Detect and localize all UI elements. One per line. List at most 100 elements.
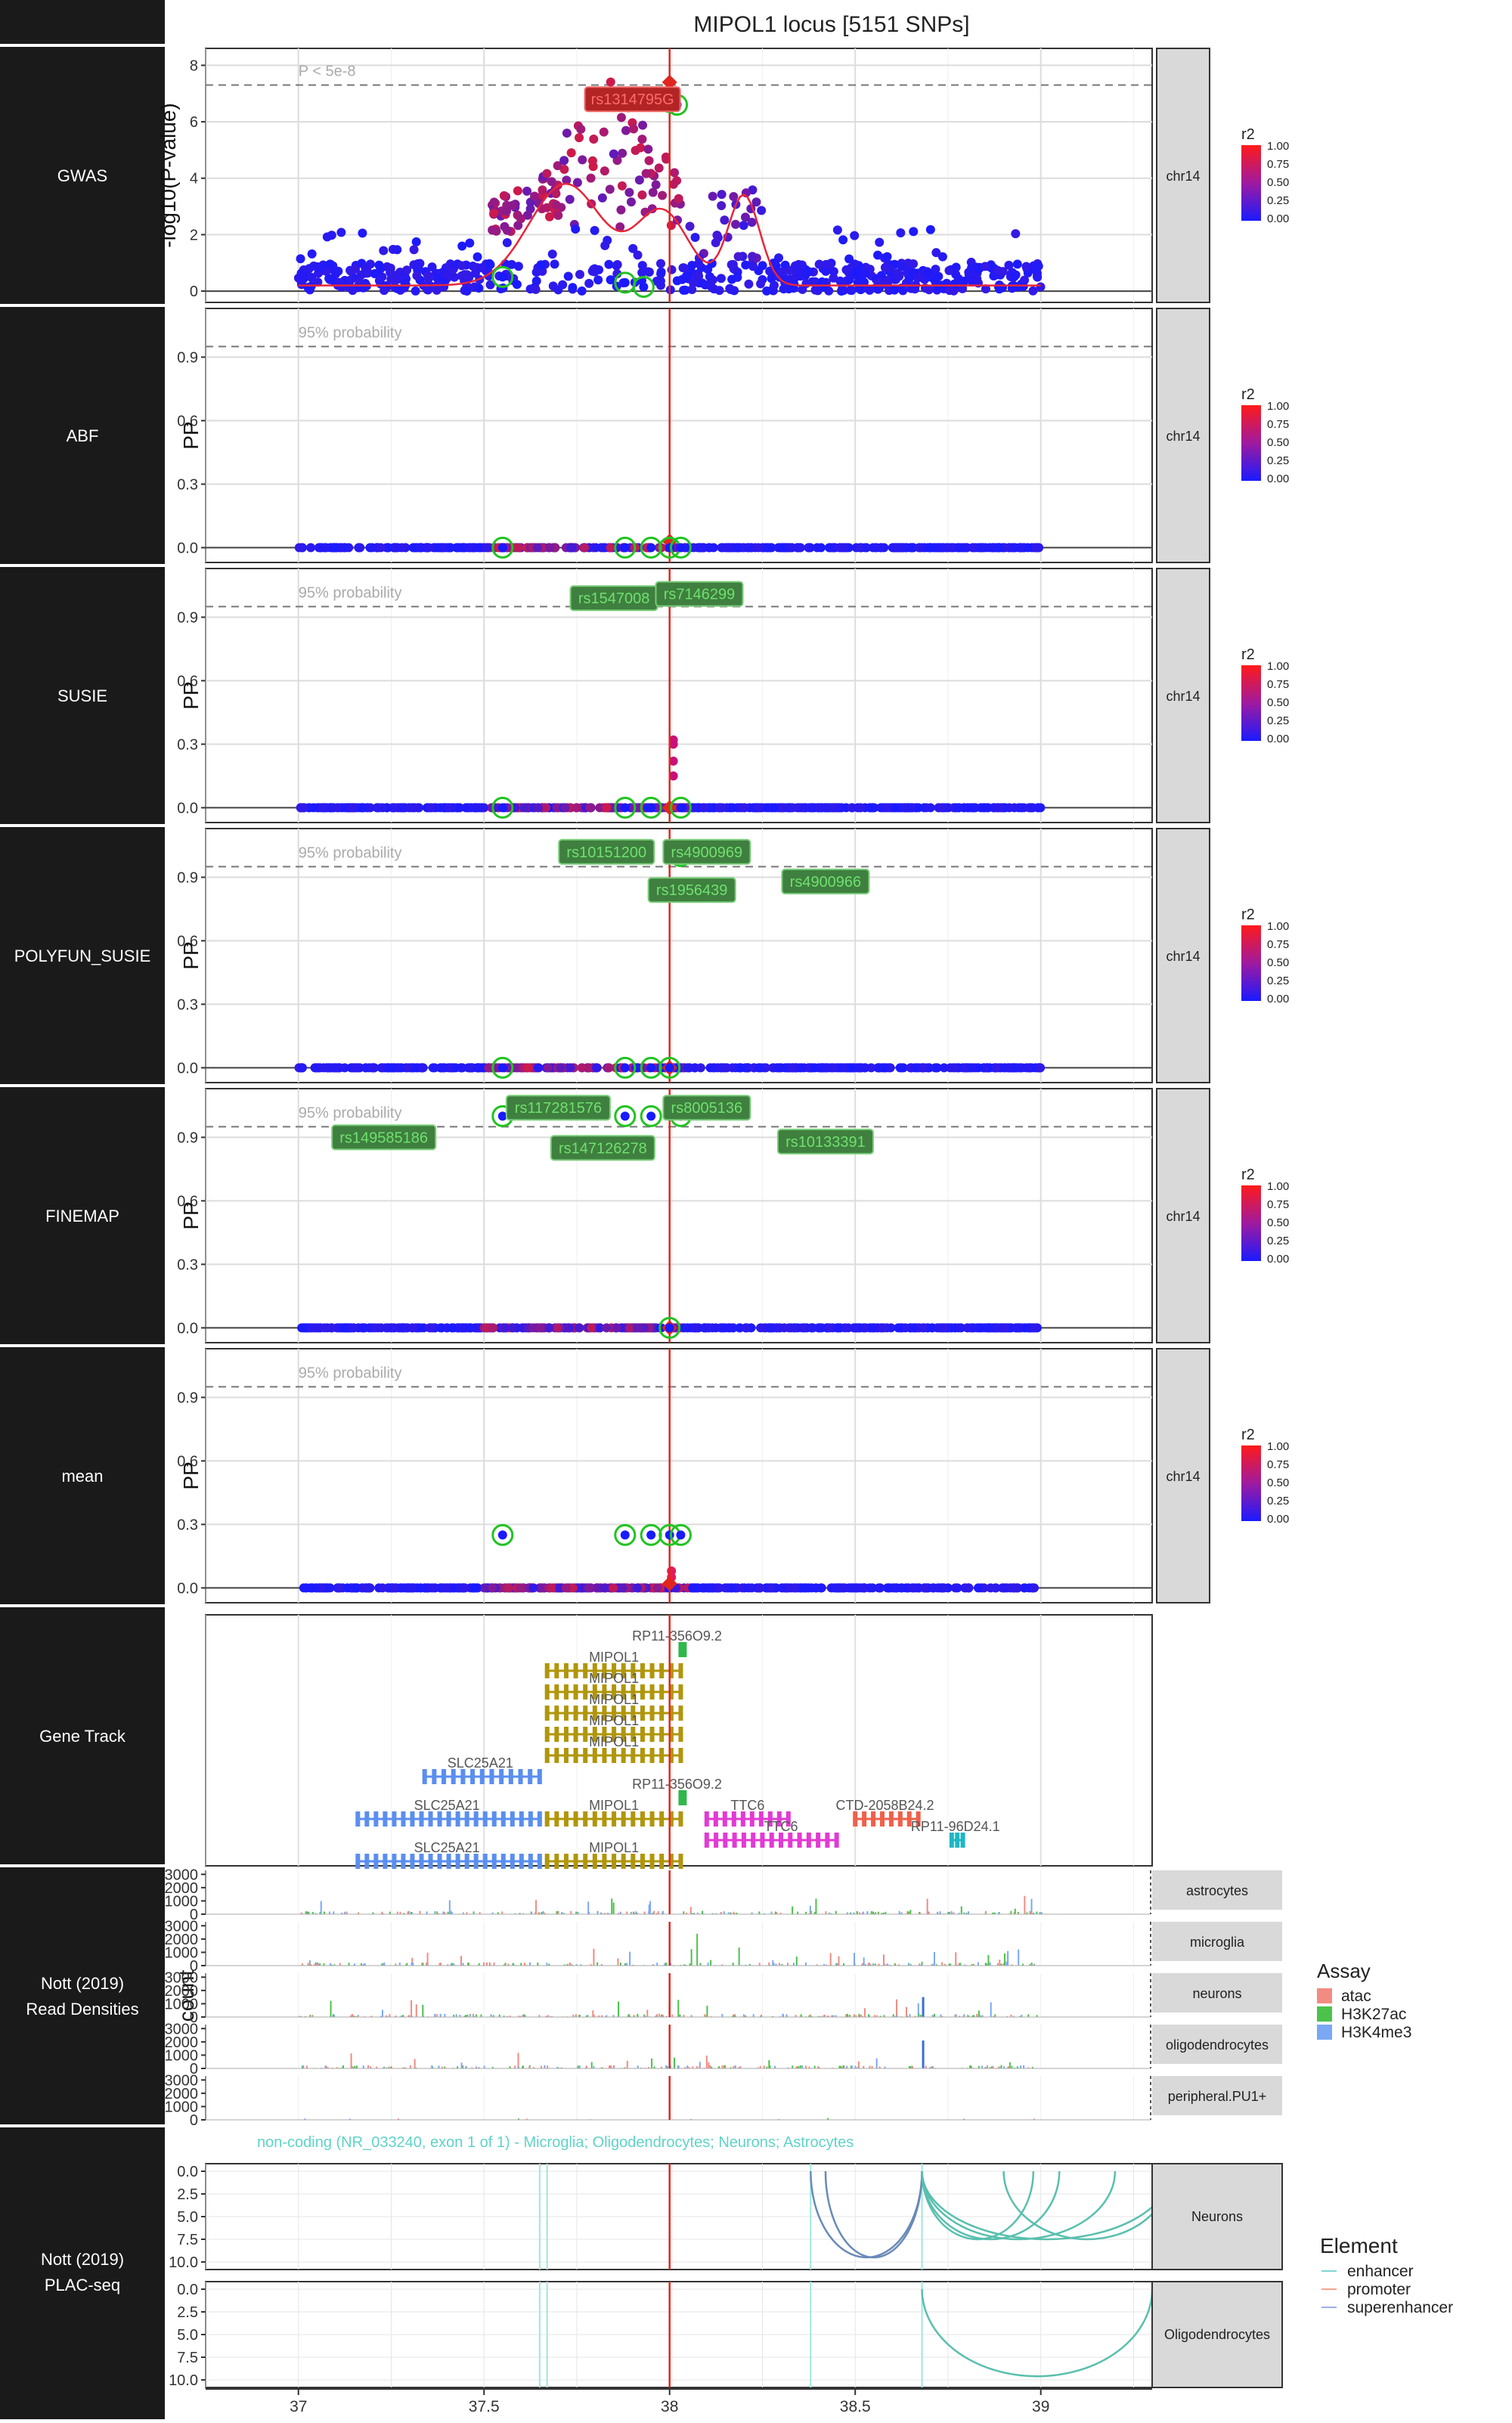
snp-point xyxy=(777,268,786,277)
snp-point xyxy=(708,1583,717,1592)
legend-tick-label: 0.75 xyxy=(1267,1458,1289,1471)
exon xyxy=(612,1748,616,1763)
snp-point xyxy=(993,266,1002,275)
read-bar xyxy=(541,2066,542,2068)
y-tick-label: 0.9 xyxy=(177,1390,198,1406)
exon xyxy=(650,1854,655,1869)
snp-point xyxy=(556,1063,565,1072)
snp-point xyxy=(891,803,900,812)
snp-point xyxy=(412,237,421,246)
snp-point xyxy=(559,156,569,165)
legend-swatch xyxy=(1317,1988,1332,2003)
r2-legend: r21.000.750.500.250.00 xyxy=(1241,1167,1289,1266)
gene-label: MIPOL1 xyxy=(589,1798,639,1813)
snp-point xyxy=(370,1323,379,1332)
snp-point xyxy=(296,268,305,277)
read-bar xyxy=(324,2066,326,2068)
snp-point xyxy=(889,543,898,552)
snp-point xyxy=(920,1583,929,1592)
snp-point xyxy=(606,275,615,284)
exon xyxy=(955,1833,959,1848)
exon xyxy=(961,1833,965,1848)
legend-tick-label: 0.50 xyxy=(1267,436,1289,449)
snp-point xyxy=(966,1063,975,1072)
snp-point xyxy=(580,543,589,552)
exon xyxy=(528,1811,533,1827)
snp-point xyxy=(741,212,750,222)
read-bar xyxy=(463,1963,464,1966)
snp-point xyxy=(729,192,738,201)
y-tick-label: 3000 xyxy=(165,2021,199,2037)
exon xyxy=(742,1833,746,1848)
read-bar xyxy=(704,2014,705,2017)
snp-point xyxy=(472,1063,482,1072)
read-bar xyxy=(593,1949,594,1966)
exon xyxy=(420,1811,424,1827)
snp-point xyxy=(498,272,507,281)
y-axis-label: PP xyxy=(179,941,203,969)
snp-point xyxy=(621,126,631,135)
read-bar xyxy=(735,2065,736,2068)
read-bar xyxy=(793,1963,795,1966)
exon xyxy=(640,1663,645,1678)
snp-point xyxy=(311,1063,320,1072)
snp-point xyxy=(645,156,654,165)
snp-point xyxy=(856,803,865,812)
snp-point xyxy=(909,227,918,236)
snp-point xyxy=(718,803,727,812)
exon xyxy=(492,1854,497,1869)
snp-point xyxy=(824,260,833,269)
exon xyxy=(489,1769,494,1784)
exon xyxy=(650,1706,655,1721)
exon xyxy=(410,1811,414,1827)
read-bar xyxy=(494,1963,495,1966)
y-tick-label: 4 xyxy=(190,171,198,187)
snp-point xyxy=(609,1583,618,1592)
y-tick-label: 0.0 xyxy=(177,2282,198,2298)
exon xyxy=(545,1684,550,1700)
row-label: Nott (2019) xyxy=(41,1974,124,1993)
read-bar xyxy=(1007,1951,1009,1966)
snp-point xyxy=(436,1583,445,1592)
facet-strip-label: Neurons xyxy=(1191,2209,1243,2224)
snp-point xyxy=(457,261,466,270)
exon xyxy=(545,1727,550,1742)
read-bar xyxy=(658,2014,660,2017)
read-bar xyxy=(981,2065,983,2068)
legend-entry: H3K4me3 xyxy=(1341,2024,1411,2041)
read-bar xyxy=(544,2065,545,2068)
snp-point xyxy=(877,280,886,289)
snp-point xyxy=(656,259,665,268)
read-bar xyxy=(706,2006,708,2017)
snp-point xyxy=(307,1323,316,1332)
exon xyxy=(373,1854,378,1869)
exon xyxy=(678,1727,683,1742)
read-bar xyxy=(1020,2066,1021,2068)
snp-point xyxy=(384,1583,393,1592)
snp-point xyxy=(584,279,593,288)
read-bar xyxy=(321,1901,322,1914)
snp-point xyxy=(401,803,410,812)
snp-point xyxy=(625,1323,634,1332)
snp-point xyxy=(606,77,615,86)
exon xyxy=(392,1811,396,1827)
snp-point xyxy=(879,1063,888,1072)
snp-point xyxy=(308,249,317,259)
snp-point xyxy=(748,252,757,261)
snp-point xyxy=(544,1063,553,1072)
snp-point xyxy=(658,191,667,200)
threshold-label: 95% probability xyxy=(299,1365,402,1381)
y-axis-label: PP xyxy=(179,421,203,449)
snp-point xyxy=(402,265,411,274)
gene-label: MIPOL1 xyxy=(589,1671,639,1686)
snp-point xyxy=(934,1323,943,1332)
exon xyxy=(528,1769,532,1784)
legend-tick-label: 1.00 xyxy=(1267,400,1289,413)
exon xyxy=(583,1684,587,1700)
exon xyxy=(751,1833,755,1848)
exon xyxy=(678,1811,683,1827)
snp-point xyxy=(979,803,988,812)
read-bar xyxy=(961,1907,962,1914)
snp-point xyxy=(915,543,924,552)
